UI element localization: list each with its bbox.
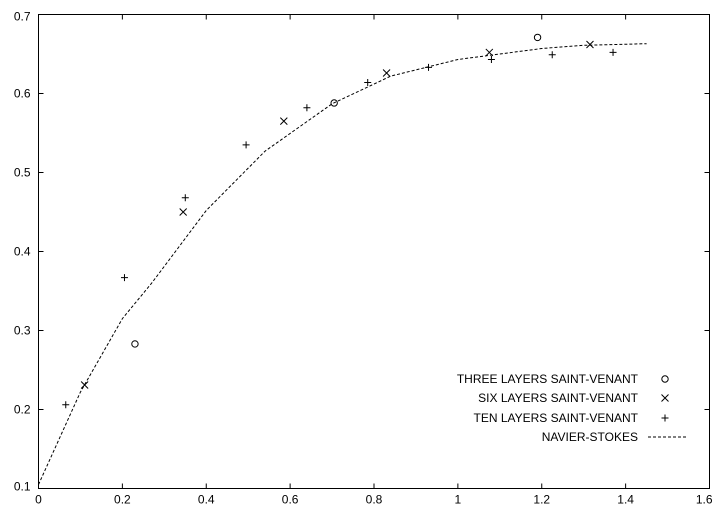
- y-tick-label: 0.6: [14, 87, 31, 101]
- x-tick-label: 0.4: [198, 493, 215, 507]
- x-tick-label: 1: [455, 493, 462, 507]
- data-point: [425, 63, 433, 71]
- legend-label: TEN LAYERS SAINT-VENANT: [474, 411, 639, 425]
- data-point: [548, 51, 556, 59]
- data-point: [131, 340, 139, 348]
- x-tick-label: 0.6: [282, 493, 299, 507]
- legend: THREE LAYERS SAINT-VENANT SIX LAYERS SAIN…: [457, 372, 688, 444]
- legend-label: SIX LAYERS SAINT-VENANT: [478, 391, 638, 405]
- plot-area: [38, 33, 647, 485]
- legend-label: THREE LAYERS SAINT-VENANT: [457, 372, 639, 386]
- data-point: [609, 48, 617, 56]
- x-tick-label: 1.6: [696, 493, 713, 507]
- data-point: [303, 104, 311, 112]
- x-tick-label: 0.8: [366, 493, 383, 507]
- x-tick-label: 0.2: [114, 493, 131, 507]
- y-tick-label: 0.1: [14, 480, 31, 494]
- x-axis: 0 0.2 0.4 0.6 0.8 1 1.2 1.4 1.6: [35, 14, 713, 507]
- data-point: [533, 33, 542, 42]
- data-point: [62, 401, 70, 409]
- y-tick-label: 0.5: [14, 166, 31, 180]
- x-tick-label: 0: [35, 493, 42, 507]
- data-point: [120, 274, 128, 282]
- data-point: [181, 194, 189, 202]
- data-point: [279, 117, 288, 126]
- y-tick-label: 0.4: [14, 245, 31, 259]
- series-1: [80, 40, 594, 389]
- data-point: [179, 208, 188, 216]
- y-tick-label: 0.3: [14, 324, 31, 338]
- data-point: [487, 56, 495, 64]
- x-tick-label: 1.2: [533, 493, 550, 507]
- x-tick-label: 1.4: [617, 493, 634, 507]
- data-point: [586, 40, 594, 49]
- data-point: [242, 141, 250, 149]
- y-tick-label: 0.7: [14, 10, 31, 24]
- series-0: [131, 33, 542, 348]
- data-point: [382, 69, 391, 77]
- y-axis: 0.1 0.2 0.3 0.4 0.5 0.6 0.7: [14, 10, 710, 494]
- legend-marker: [661, 394, 669, 402]
- series-2: [62, 48, 617, 409]
- navier-stokes-line: [38, 43, 647, 485]
- legend-marker: [661, 375, 669, 383]
- data-point: [364, 78, 372, 86]
- data-point: [330, 99, 338, 107]
- y-tick-label: 0.2: [14, 403, 31, 417]
- legend-marker: [661, 414, 669, 422]
- legend-label: NAVIER-STOKES: [542, 430, 638, 444]
- series-3: [38, 43, 647, 485]
- data-point: [80, 381, 89, 389]
